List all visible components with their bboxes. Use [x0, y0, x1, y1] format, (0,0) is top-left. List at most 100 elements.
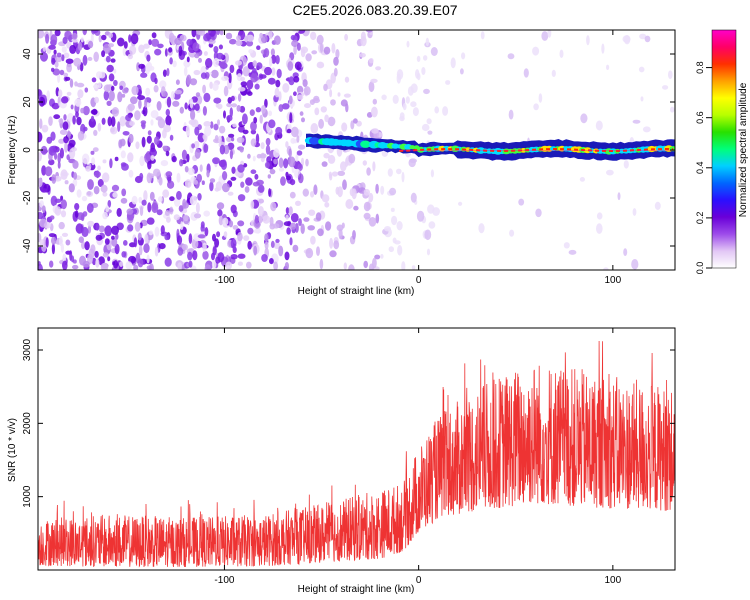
spectrogram-noise-cell: [127, 224, 134, 232]
spectrogram-noise-cell: [150, 119, 154, 126]
spectrogram-noise-cell: [601, 43, 605, 54]
spectrogram-noise-cell: [162, 91, 168, 98]
spectrogram-noise-cell: [293, 76, 300, 83]
spectrogram-noise-cell: [246, 261, 252, 269]
spectrogram-noise-cell: [113, 260, 119, 269]
spectrogram-noise-cell: [229, 38, 237, 45]
spectrogram-noise-cell: [82, 54, 88, 66]
spectrogram-noise-cell: [290, 222, 297, 230]
spectrogram-noise-cell: [92, 257, 97, 266]
spectrogram-noise-cell: [111, 184, 120, 192]
spectrogram-noise-cell: [62, 253, 67, 262]
spectrogram-noise-cell: [247, 227, 254, 235]
spectrogram-noise-cell: [232, 123, 237, 128]
spectrogram-noise-cell: [154, 48, 162, 56]
spectrogram-noise-cell: [250, 200, 255, 210]
spectrogram-noise-cell: [363, 212, 371, 220]
spectrogram-xlabel: Height of straight line (km): [298, 286, 415, 297]
spectrogram-noise-cell: [39, 218, 47, 228]
spectrogram-noise-cell: [256, 45, 261, 50]
spectrogram-noise-cell: [316, 246, 320, 256]
spectrogram-noise-cell: [77, 89, 84, 99]
spectrogram-noise-cell: [114, 156, 119, 162]
spectrogram-noise-cell: [137, 232, 142, 241]
spectrogram-noise-cell: [670, 106, 675, 113]
spectrogram-noise-cell: [363, 188, 370, 196]
spectrogram-noise-cell: [56, 52, 62, 58]
spectrogram-noise-cell: [274, 87, 280, 98]
spectrogram-noise-cell: [217, 209, 223, 217]
spectrogram-noise-cell: [198, 30, 206, 36]
spectrogram-noise-cell: [226, 136, 232, 143]
spectrogram-noise-cell: [568, 249, 577, 255]
spectrogram-noise-cell: [138, 63, 145, 69]
spectrogram-noise-cell: [425, 37, 430, 47]
spectrogram-noise-cell: [273, 148, 280, 158]
spectrogram-noise-cell: [325, 221, 332, 231]
spectrogram-noise-cell: [237, 232, 243, 242]
spectrogram-noise-cell: [64, 30, 72, 40]
spectrogram-noise-cell: [123, 41, 128, 49]
spectrogram-noise-cell: [329, 89, 333, 98]
spectrogram-noise-cell: [164, 210, 170, 216]
spectrogram-noise-cell: [284, 262, 289, 270]
spectrogram-noise-cell: [237, 220, 245, 227]
spectrogram-noise-cell: [259, 74, 267, 79]
spectrogram-noise-cell: [320, 106, 327, 113]
spectrogram-noise: [38, 30, 675, 270]
spectrogram-noise-cell: [246, 34, 255, 42]
spectrogram-noise-cell: [184, 102, 188, 110]
spectrogram-noise-cell: [262, 215, 271, 224]
spectrogram-noise-cell: [120, 197, 128, 204]
spectrogram-noise-cell: [235, 60, 242, 66]
spectrogram-noise-cell: [341, 122, 348, 132]
spectrogram-noise-cell: [227, 191, 234, 196]
spectrogram-noise-cell: [90, 115, 95, 122]
spectrogram-noise-cell: [80, 107, 85, 114]
spectrogram-x-ticks: -100 0 100: [214, 30, 622, 286]
spectrogram-noise-cell: [64, 180, 69, 185]
spectrogram-noise-cell: [285, 207, 290, 215]
spectrogram-noise-cell: [210, 69, 219, 79]
spectrogram-noise-cell: [203, 51, 208, 56]
spectrogram-noise-cell: [51, 174, 57, 184]
spectrogram-noise-cell: [128, 133, 134, 144]
spectrogram-noise-cell: [59, 235, 63, 247]
spectrogram-noise-cell: [532, 46, 540, 56]
spectrogram-noise-cell: [595, 120, 603, 131]
spectrogram-noise-cell: [51, 236, 57, 245]
spectrogram-noise-cell: [72, 264, 79, 270]
spectrogram-noise-cell: [606, 169, 614, 176]
spectrogram-noise-cell: [60, 199, 67, 210]
spectrogram-noise-cell: [41, 165, 47, 176]
spectrogram-noise-cell: [165, 150, 170, 157]
spectrogram-noise-cell: [116, 207, 122, 217]
snr-y-tick-label: 1000: [22, 485, 33, 508]
spectrogram-noise-cell: [204, 125, 212, 137]
spectrogram-noise-cell: [247, 240, 252, 250]
spectrogram-noise-cell: [344, 33, 348, 41]
spectrogram-noise-cell: [63, 114, 67, 121]
spectrogram-noise-cell: [220, 159, 227, 170]
spectrogram-noise-cell: [270, 201, 277, 212]
spectrogram-noise-cell: [91, 30, 99, 34]
spectrogram-noise-cell: [216, 30, 221, 36]
spectrogram-noise-cell: [275, 126, 283, 136]
spectrogram-noise-cell: [194, 126, 200, 136]
spectrogram-noise-cell: [275, 238, 280, 243]
spectrogram-noise-cell: [244, 186, 250, 193]
spectrogram-noise-cell: [111, 225, 119, 235]
spectrogram-noise-cell: [310, 123, 319, 134]
spectrogram-noise-cell: [338, 228, 343, 240]
spectrogram-noise-cell: [533, 103, 539, 111]
spectrogram-y-tick-label: 0: [22, 147, 33, 153]
spectrogram-noise-cell: [106, 64, 114, 73]
spectrogram-noise-cell: [426, 118, 432, 125]
spectrogram-noise-cell: [112, 192, 118, 198]
spectrogram-noise-cell: [508, 109, 514, 120]
spectrogram-noise-cell: [113, 79, 118, 87]
colorbar-tick-label: 0.2: [695, 212, 705, 225]
spectrogram-noise-cell: [254, 76, 259, 81]
spectrogram-noise-cell: [387, 168, 393, 177]
spectrogram-noise-cell: [230, 95, 235, 102]
